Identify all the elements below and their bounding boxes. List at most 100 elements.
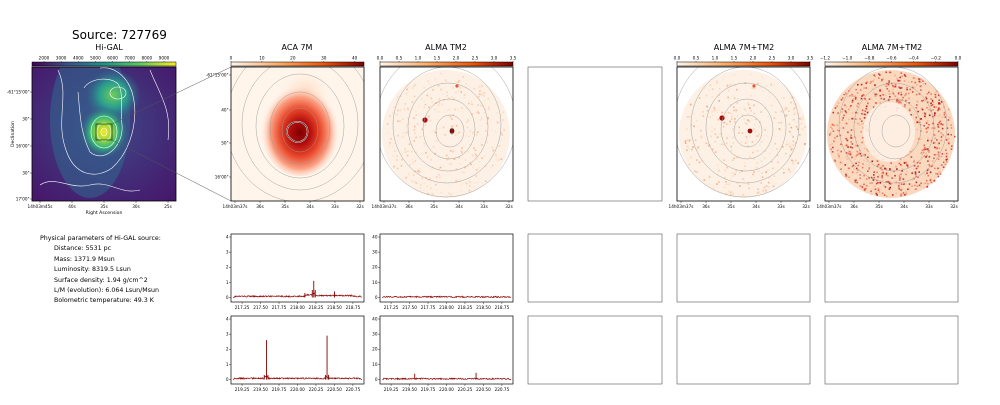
noise-pixel <box>792 136 794 138</box>
noise-pixel <box>851 101 854 103</box>
noise-pixel <box>723 160 726 162</box>
noise-pixel <box>845 137 847 140</box>
noise-pixel <box>463 97 466 99</box>
noise-pixel <box>911 95 914 97</box>
noise-pixel <box>464 159 467 161</box>
noise-pixel <box>732 192 734 194</box>
noise-pixel <box>417 170 419 173</box>
noise-pixel <box>847 152 850 155</box>
noise-pixel <box>903 80 906 82</box>
spectrum-x-tick-label: 217.75 <box>421 305 436 310</box>
noise-pixel <box>868 168 870 171</box>
noise-pixel <box>785 143 788 146</box>
noise-pixel <box>408 172 410 175</box>
noise-pixel <box>941 123 944 126</box>
noise-pixel <box>405 176 407 179</box>
noise-pixel <box>930 102 932 105</box>
noise-pixel <box>406 124 408 127</box>
noise-pixel <box>483 92 486 94</box>
noise-pixel <box>909 88 911 91</box>
noise-pixel <box>720 136 722 138</box>
noise-pixel <box>946 161 948 163</box>
noise-pixel <box>854 124 857 127</box>
noise-pixel <box>950 134 952 136</box>
noise-pixel <box>734 84 737 87</box>
noise-pixel <box>746 119 749 121</box>
noise-pixel <box>782 97 785 99</box>
x-tick-label: 36s <box>850 204 858 209</box>
noise-pixel <box>862 94 865 96</box>
noise-pixel <box>729 123 731 125</box>
noise-pixel <box>859 185 862 187</box>
noise-pixel <box>738 132 740 134</box>
noise-pixel <box>858 106 861 109</box>
noise-pixel <box>893 194 895 197</box>
noise-pixel <box>481 117 483 119</box>
noise-pixel <box>918 80 921 83</box>
noise-pixel <box>845 111 847 114</box>
panel-title-aca: ACA 7M <box>281 43 313 52</box>
noise-pixel <box>851 147 854 149</box>
noise-pixel <box>863 153 866 156</box>
noise-pixel <box>920 131 923 134</box>
noise-pixel <box>914 77 917 80</box>
noise-pixel <box>940 136 943 138</box>
noise-pixel <box>718 149 720 152</box>
noise-pixel <box>901 95 904 97</box>
noise-pixel <box>845 93 847 95</box>
noise-pixel <box>933 135 935 137</box>
noise-pixel <box>769 152 771 155</box>
noise-pixel <box>427 193 429 195</box>
noise-pixel <box>865 99 867 102</box>
noise-pixel <box>755 118 757 121</box>
noise-pixel <box>905 154 907 157</box>
noise-pixel <box>840 143 842 146</box>
noise-pixel <box>434 79 437 81</box>
noise-pixel <box>729 104 732 106</box>
noise-pixel <box>855 89 858 91</box>
noise-pixel <box>931 164 933 167</box>
noise-pixel <box>935 172 937 175</box>
higal-contour-3 <box>90 115 118 149</box>
noise-pixel <box>750 169 753 171</box>
noise-pixel <box>928 113 931 116</box>
noise-pixel <box>851 165 853 167</box>
colorbar-tick-label: 0.5 <box>693 56 700 61</box>
noise-pixel <box>753 88 756 90</box>
noise-pixel <box>455 168 458 171</box>
noise-pixel <box>717 108 720 111</box>
noise-pixel <box>948 116 951 119</box>
noise-pixel <box>458 178 460 181</box>
params-heading: Physical parameters of Hi-GAL source: <box>40 235 161 242</box>
noise-pixel <box>694 170 696 173</box>
noise-pixel <box>905 99 907 101</box>
noise-pixel <box>412 161 414 164</box>
noise-pixel <box>863 147 866 150</box>
noise-pixel <box>696 147 699 150</box>
noise-pixel <box>802 116 804 118</box>
x-tick-label: 36s <box>405 204 413 209</box>
noise-pixel <box>846 123 848 125</box>
noise-pixel <box>792 163 795 166</box>
noise-pixel <box>851 99 854 102</box>
noise-pixel <box>892 88 894 91</box>
noise-pixel <box>693 113 696 115</box>
noise-pixel <box>435 140 438 142</box>
noise-pixel <box>860 120 863 122</box>
noise-pixel <box>791 160 794 162</box>
noise-pixel <box>477 111 479 113</box>
noise-pixel <box>483 112 486 114</box>
noise-pixel <box>485 165 488 168</box>
noise-pixel <box>757 82 759 85</box>
noise-pixel <box>432 146 435 148</box>
noise-pixel <box>900 93 903 96</box>
noise-pixel <box>870 193 873 195</box>
noise-pixel <box>445 154 448 157</box>
y-tick-label: 17'00" <box>16 196 30 201</box>
noise-pixel <box>855 140 857 143</box>
colorbar-tick-label: 9000 <box>159 56 170 61</box>
noise-pixel <box>411 101 414 104</box>
noise-pixel <box>436 189 438 191</box>
spectrum-y-tick-label: 0 <box>226 377 229 382</box>
noise-pixel <box>917 110 919 113</box>
